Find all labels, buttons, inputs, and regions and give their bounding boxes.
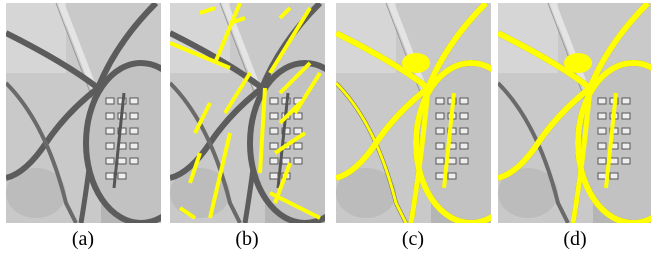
panel-d bbox=[498, 3, 651, 223]
panel-a bbox=[6, 3, 196, 223]
panel-c bbox=[336, 3, 526, 223]
panel-b bbox=[170, 3, 360, 223]
caption: (b) bbox=[235, 228, 258, 250]
caption: (c) bbox=[402, 228, 424, 250]
caption: (d) bbox=[563, 228, 586, 250]
figure: (a) (b) (c) (d) bbox=[0, 0, 651, 260]
caption: (a) bbox=[72, 228, 94, 250]
